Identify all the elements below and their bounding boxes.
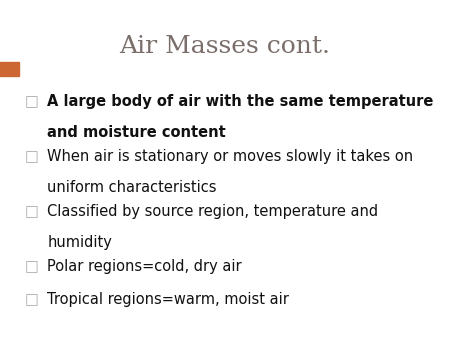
Text: Tropical regions=warm, moist air: Tropical regions=warm, moist air — [47, 292, 289, 307]
Text: □: □ — [25, 204, 39, 219]
Text: □: □ — [25, 292, 39, 307]
Text: Polar regions=cold, dry air: Polar regions=cold, dry air — [47, 260, 242, 274]
Text: Air Masses cont.: Air Masses cont. — [120, 35, 330, 58]
Text: uniform characteristics: uniform characteristics — [47, 179, 217, 195]
Text: □: □ — [25, 149, 39, 164]
Text: □: □ — [25, 260, 39, 274]
Text: When air is stationary or moves slowly it takes on: When air is stationary or moves slowly i… — [47, 149, 414, 164]
Bar — [0, 62, 19, 76]
Text: humidity: humidity — [47, 235, 112, 249]
Text: A large body of air with the same temperature: A large body of air with the same temper… — [47, 94, 434, 110]
Text: and moisture content: and moisture content — [47, 124, 226, 140]
Text: Classified by source region, temperature and: Classified by source region, temperature… — [47, 204, 378, 219]
Text: □: □ — [25, 94, 39, 110]
